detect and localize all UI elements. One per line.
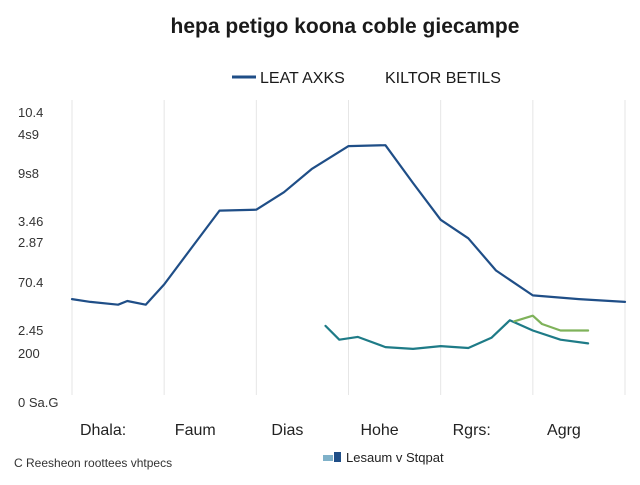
x-tick-label: Agrg (547, 422, 581, 439)
x-tick-label: Rgrs: (453, 422, 491, 439)
legend-swatch (323, 455, 333, 461)
y-tick-label: 2.87 (18, 235, 43, 250)
legend-label: LEAT AXKS (260, 70, 345, 87)
y-tick-label: 9s8 (18, 166, 39, 181)
y-tick-label: 200 (18, 346, 40, 361)
y-tick-label: 4s9 (18, 127, 39, 142)
x-tick-label: Faum (175, 422, 216, 439)
chart-footnote: C Reesheon roottees vhtpecs (14, 456, 172, 470)
x-tick-label: Dias (271, 422, 303, 439)
series-line-3 (513, 314, 590, 332)
y-tick-label: 70.4 (18, 275, 43, 290)
x-tick-label: Dhala: (80, 422, 126, 439)
series-line-2 (324, 319, 590, 350)
chart-title: hepa petigo koona coble giecampe (171, 15, 520, 38)
x-tick-label: Hohe (360, 422, 398, 439)
y-tick-label: 0 Sa.G (18, 395, 58, 410)
x-axis-ticks: Dhala: Faum Dias Hohe Rgrs: Agrg (80, 422, 581, 439)
grid-lines (71, 100, 626, 395)
y-axis-ticks: 10.4 4s9 9s8 3.46 2.87 70.4 2.45 200 0 Sa.G (18, 105, 58, 410)
legend-top: LEAT AXKS KILTOR BETILS (232, 70, 501, 87)
y-tick-label: 3.46 (18, 214, 43, 229)
series-layer (70, 144, 627, 350)
series-line-1 (70, 144, 627, 306)
legend-swatch (334, 452, 341, 462)
y-tick-label: 2.45 (18, 323, 43, 338)
legend-label: KILTOR BETILS (385, 70, 501, 87)
legend-bottom: Lesaum v Stqpat (323, 450, 444, 465)
legend-label: Lesaum v Stqpat (346, 450, 444, 465)
y-tick-label: 10.4 (18, 105, 43, 120)
